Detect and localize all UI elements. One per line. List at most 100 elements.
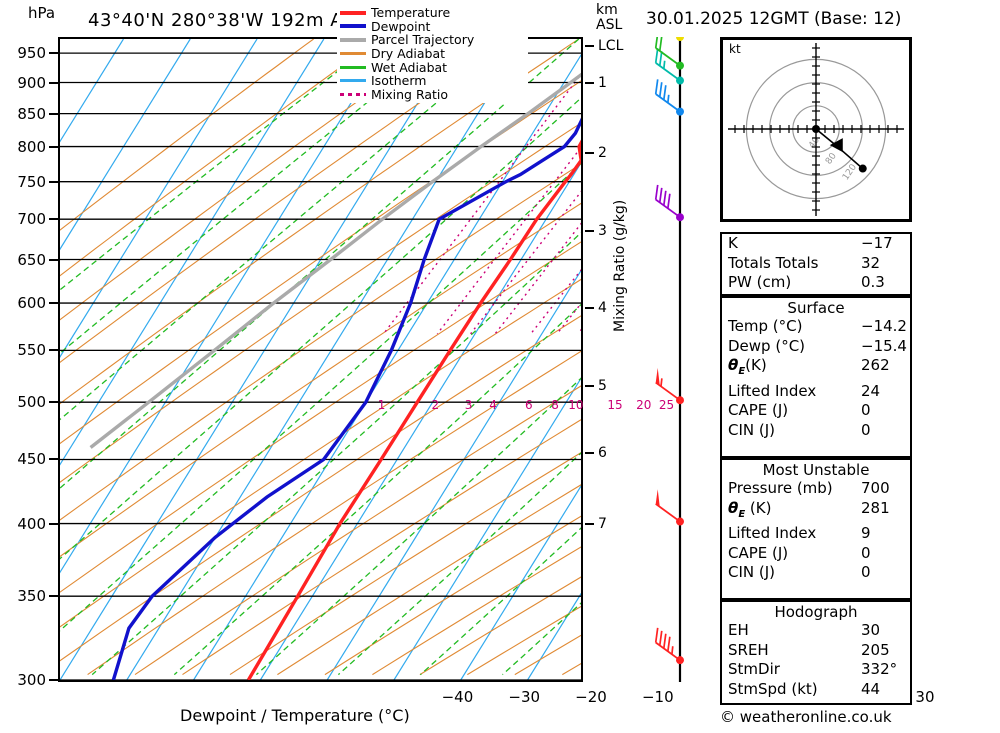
wet-adiabat-line [60,39,513,421]
mixing-ratio-line [436,146,581,335]
height-tick-label: 7 [598,515,607,532]
table-row: θE(K) 262 [722,356,910,382]
pressure-axis: 300 350 400 450 500 550 600 650 700 750 800 850 900 9… [0,0,58,733]
table-row: θE (K) 281 [722,499,910,525]
wind-barb-half [662,60,666,69]
table-row-key: CIN (J) [728,563,776,581]
dry-adiabat-line [60,80,581,445]
legend-item-dewpoint: Dewpoint [340,20,525,34]
table-row-value: −15.4 [861,336,907,355]
table-row-key: CAPE (J) [728,401,789,419]
mixing-ratio-axis-title: Mixing Ratio (g/kg) [612,199,628,332]
legend-swatch-icon [340,79,366,83]
isotherm-line [193,54,581,680]
height-tick-label: 2 [598,145,607,162]
mixing-ratio-line [470,190,581,335]
series-dewpoint-line [111,117,581,680]
pressure-tick-label: 350 [17,587,46,606]
legend-item-dry-adiabat: Dry Adiabat [340,47,525,61]
table-row-key: CIN (J) [728,420,776,439]
table-row-value: 700 [861,479,890,497]
height-axis: 7 6 5 4 3 2 1 LCL [583,0,633,733]
table-row-value: 0 [861,401,871,419]
dry-adiabat-line [419,576,581,676]
wind-barb-pennant [655,489,660,507]
height-tick-mark [585,385,594,388]
pressure-tick-label: 550 [17,341,46,360]
temperature-tick-label: −10 [641,688,674,706]
legend-swatch-icon [340,92,366,96]
wind-barb-half [671,646,674,655]
wind-barb-half [660,378,663,387]
wind-barb-full [658,36,663,52]
hodograph-plot[interactable]: kt 40 80 120 [720,37,912,222]
legend-swatch-icon [340,37,366,42]
table-row-key: Temp (°C) [728,317,803,335]
dry-adiabat-line [229,451,581,676]
wet-adiabat-line [60,39,447,354]
table-row-value: 205 [861,640,890,659]
pressure-tick-label: 600 [17,294,46,313]
isotherm-line [60,39,392,574]
table-row: Dewp (°C) −15.4 [722,337,910,357]
mixing-ratio-value-label: 10 [568,398,584,412]
pressure-tick-label: 500 [17,393,46,412]
dry-adiabat-line [182,419,581,676]
pressure-tick-label: 850 [17,104,46,123]
dry-adiabat-line [562,663,581,676]
hodograph-origin-marker [812,125,820,133]
temperature-tick-label: −20 [575,688,607,706]
wind-barb-staff [655,503,681,523]
mixing-ratio-value-label: 15 [607,398,623,412]
height-tick-label: 4 [598,299,607,316]
height-tick-mark [585,522,594,525]
table-row-key: EH [728,621,749,639]
hodograph-ring-label: 80 [824,151,839,166]
table-row: Lifted Index 9 [722,524,910,544]
hodograph-ring-label: 120 [841,162,859,182]
dry-adiabat-line [60,163,581,521]
dry-adiabat-line [60,241,581,593]
pressure-tick-label: 700 [17,210,46,229]
table-row: Temp (°C) −14.2 [722,317,910,337]
dry-adiabat-line [60,39,381,277]
height-tick-mark [585,81,594,84]
wind-barb-full [662,85,667,100]
wet-adiabat-line [60,39,580,489]
table-row-value: 0 [861,420,871,439]
wet-adiabat-line [60,39,381,291]
pressure-tick-mark [49,81,58,84]
table-row-key: Pressure (mb) [728,479,833,497]
pressure-tick-mark [49,218,58,221]
table-row: K −17 [722,234,910,254]
isotherm-line [326,269,581,680]
temperature-tick-label: −30 [508,688,541,706]
mixing-ratio-value-label: 6 [524,398,533,412]
table-row-value: 281 [861,498,890,517]
table-row: Pressure (mb) 700 [722,479,910,499]
isotherm-line [393,377,581,680]
skewt-plot-area[interactable] [58,37,583,682]
wind-barb-full [654,184,659,200]
table-row: CAPE (J) 0 [722,544,910,564]
dry-adiabat-line [60,122,581,483]
dry-adiabat-line [60,39,314,231]
table-row-value: 332° [861,660,898,678]
info-panel: 30.01.2025 12GMT (Base: 12) kt 40 80 120 K… [632,0,1000,733]
height-unit-label: km ASL [596,3,622,33]
wind-barb-full [658,82,663,98]
wind-barb-full [662,190,667,206]
table-row-value: 32 [861,253,881,272]
temperature-tick-label: −40 [441,688,474,706]
surface-title: Surface [787,299,845,317]
hodograph-title: Hodograph [774,603,858,621]
table-row-key: K [728,234,738,252]
mixing-ratio-value-label: 25 [658,398,675,412]
height-tick-label: 1 [598,74,607,91]
wet-adiabat-line [91,231,581,676]
height-tick-mark [585,45,594,48]
hodograph-storm-motion-marker [829,138,843,153]
legend-label: Isotherm [371,73,427,89]
dry-adiabat-line [60,315,581,662]
table-row-value: 0.3 [861,273,885,291]
